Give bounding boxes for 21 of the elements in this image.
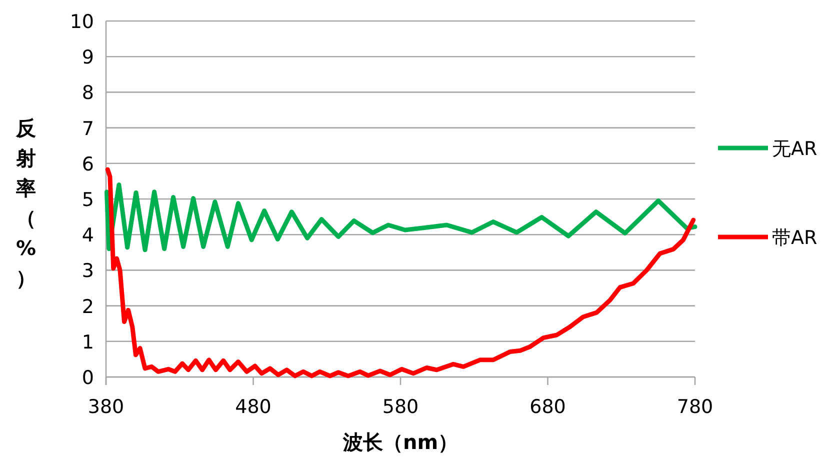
x-tick-label: 680: [530, 396, 566, 418]
x-tick-label: 380: [88, 396, 124, 418]
y-tick-label: 9: [82, 46, 94, 69]
y-tick-label: 1: [82, 331, 94, 354]
x-tick-label: 580: [382, 396, 419, 418]
y-tick-label: 7: [82, 118, 94, 140]
y-tick-label: 2: [82, 296, 94, 318]
y-tick-label: 5: [82, 189, 94, 211]
x-tick-label: 480: [235, 396, 272, 418]
x-axis-title: 波长（nm）: [342, 430, 458, 454]
y-axis-title: 反射率（%）: [15, 116, 36, 290]
y-tick-label: 8: [82, 82, 94, 104]
line-series: [104, 182, 698, 252]
y-tick-label: 3: [82, 260, 94, 282]
legend-label: 带AR: [772, 227, 818, 249]
y-tick-label: 0: [82, 367, 94, 389]
x-tick-label: 780: [676, 396, 714, 418]
legend-label: 无AR: [772, 138, 818, 160]
y-tick-label: 6: [82, 153, 94, 176]
y-tick-label: 10: [70, 11, 94, 33]
y-tick-label: 4: [82, 224, 94, 247]
